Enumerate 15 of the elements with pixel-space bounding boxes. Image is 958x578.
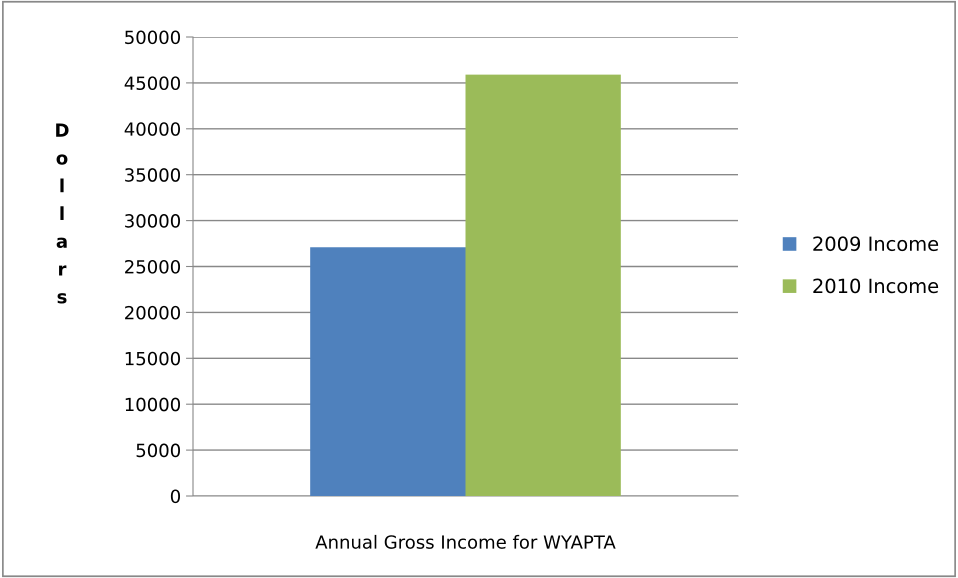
y-tick-label: 40000 <box>124 122 180 136</box>
y-axis-title: Dollars <box>56 124 69 304</box>
y-tick-label: 0 <box>170 489 180 504</box>
y-tick-label: 20000 <box>125 306 180 320</box>
legend-label: 2009 Income <box>813 236 938 252</box>
y-tick-label: 50000 <box>125 30 180 44</box>
y-tick-label: 25000 <box>125 260 180 274</box>
y-tick-label: 30000 <box>125 214 180 228</box>
x-tick-label: Annual Gross Income for WYAPTA <box>315 534 616 549</box>
legend-label: 2010 Income <box>813 278 938 294</box>
y-tick-label: 15000 <box>126 352 180 366</box>
y-tick-label: 45000 <box>124 76 180 90</box>
y-tick-label: 35000 <box>125 168 180 182</box>
y-tick-label: 10000 <box>126 398 180 412</box>
y-tick-label: 5000 <box>136 444 180 458</box>
